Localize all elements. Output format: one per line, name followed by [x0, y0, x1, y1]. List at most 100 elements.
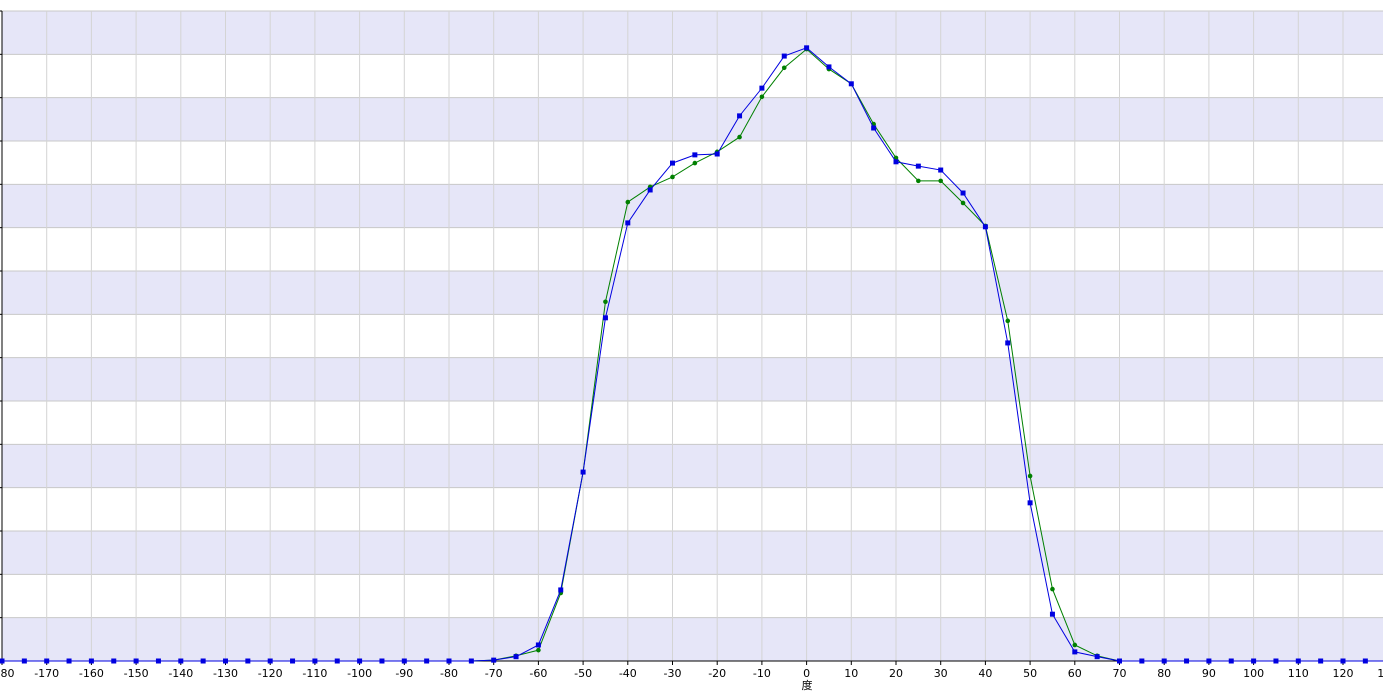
point: [155, 658, 161, 664]
point: [893, 159, 899, 165]
point: [88, 658, 94, 664]
x-tick-label: 130: [1377, 667, 1383, 680]
point: [0, 658, 5, 664]
point: [424, 658, 430, 664]
point: [513, 654, 519, 660]
point: [670, 160, 675, 166]
point: [178, 658, 184, 664]
point: [558, 587, 564, 593]
point: [1005, 340, 1011, 346]
grid-band: [2, 11, 1383, 55]
point: [603, 299, 608, 305]
x-tick-label: 70: [1113, 667, 1127, 680]
x-tick-label: -90: [395, 667, 413, 680]
point: [625, 220, 631, 226]
grid-band: [2, 184, 1383, 228]
x-tick-label: 60: [1068, 667, 1082, 680]
point: [960, 200, 966, 206]
point: [826, 64, 832, 70]
x-tick-label: 0: [803, 667, 810, 680]
x-tick-label: -10: [753, 667, 771, 680]
point: [871, 125, 877, 131]
point: [781, 53, 787, 59]
x-axis-label: 度: [802, 678, 813, 692]
x-tick-label: 90: [1202, 667, 1216, 680]
point: [759, 85, 765, 91]
point: [1117, 658, 1122, 664]
point: [44, 658, 50, 664]
point: [1072, 649, 1078, 655]
point: [804, 45, 810, 51]
x-tick-label: 100: [1243, 667, 1264, 680]
x-tick-label: 120: [1333, 667, 1354, 680]
point: [759, 94, 765, 100]
point: [1206, 658, 1212, 664]
point: [334, 658, 340, 664]
point: [66, 658, 72, 664]
point: [982, 224, 988, 230]
point: [1005, 318, 1011, 324]
point: [267, 658, 273, 664]
point: [1027, 473, 1033, 479]
x-tick-label: -180: [0, 667, 14, 680]
point: [670, 174, 675, 180]
point: [1362, 658, 1368, 664]
point: [1273, 658, 1279, 664]
series: [0, 45, 1383, 664]
point: [379, 658, 385, 664]
point: [781, 65, 787, 71]
point: [1184, 658, 1190, 664]
point: [200, 658, 206, 664]
point: [312, 658, 318, 664]
point: [1295, 658, 1301, 664]
point: [692, 160, 698, 166]
point: [245, 658, 251, 664]
x-tick-label: -170: [34, 667, 59, 680]
point: [1139, 658, 1145, 664]
grid-band: [2, 271, 1383, 315]
point: [21, 658, 27, 664]
point: [111, 658, 117, 664]
point: [1094, 654, 1100, 660]
point: [1228, 658, 1234, 664]
point: [468, 658, 474, 664]
x-tick-label: 30: [934, 667, 948, 680]
point: [536, 647, 541, 653]
x-tick-label: -60: [529, 667, 547, 680]
grid-band: [2, 444, 1383, 488]
point: [647, 187, 653, 193]
point: [714, 151, 720, 157]
x-tick-label: -40: [619, 667, 637, 680]
x-tick-label: -160: [79, 667, 104, 680]
grid-band: [2, 617, 1383, 661]
point: [737, 134, 742, 140]
x-tick-label: -50: [574, 667, 592, 680]
point: [580, 469, 586, 475]
grid-band: [2, 531, 1383, 575]
x-tick-label: 20: [889, 667, 903, 680]
point: [915, 163, 921, 169]
point: [1161, 658, 1167, 664]
point: [223, 658, 228, 664]
point: [692, 152, 698, 158]
x-tick-label: -120: [258, 667, 283, 680]
point: [1027, 500, 1033, 506]
point: [1050, 586, 1055, 592]
point: [848, 81, 854, 87]
grid-band: [2, 357, 1383, 401]
x-tick-label: 50: [1023, 667, 1037, 680]
point: [357, 658, 363, 664]
point: [446, 658, 452, 664]
point: [737, 113, 743, 119]
x-tick-label: -150: [124, 667, 149, 680]
point: [290, 658, 296, 664]
point: [916, 178, 921, 184]
point: [491, 657, 497, 663]
x-tick-label: -140: [168, 667, 193, 680]
point: [1049, 611, 1055, 617]
x-tick-label: -80: [440, 667, 458, 680]
point: [960, 190, 966, 196]
point: [1251, 658, 1257, 664]
